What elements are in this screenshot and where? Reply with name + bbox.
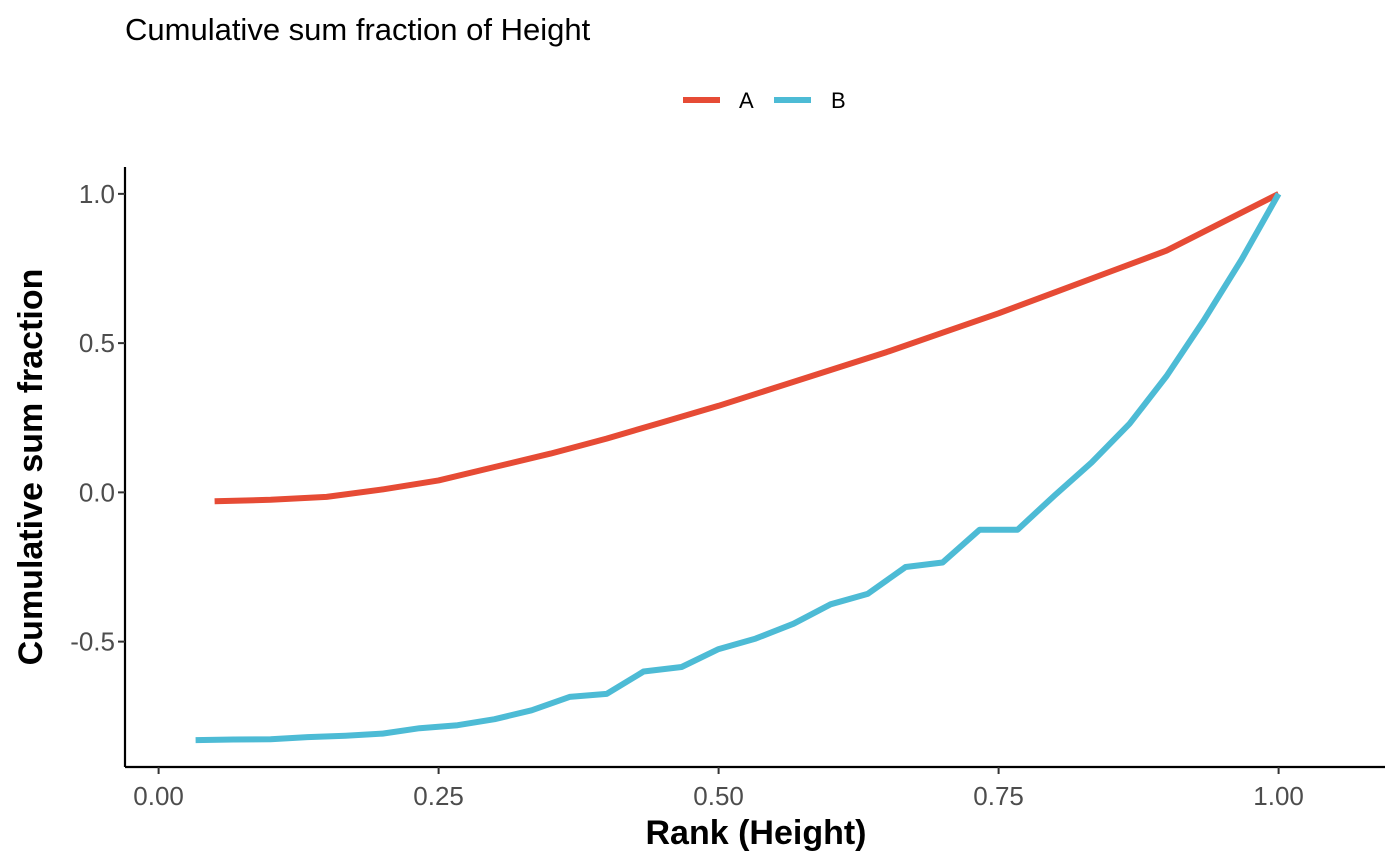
x-tick-label: 0.75	[973, 781, 1024, 811]
legend-label-a: A	[739, 88, 754, 113]
y-tick-label: 0.0	[79, 477, 115, 507]
y-axis-title: Cumulative sum fraction	[12, 269, 50, 666]
chart-title: Cumulative sum fraction of Height	[125, 12, 591, 47]
x-axis-title: Rank (Height)	[646, 814, 867, 852]
series-layer	[196, 194, 1279, 740]
x-tick-label: 0.50	[693, 781, 744, 811]
legend: A B	[683, 88, 846, 113]
y-axis-ticks: 1.0 0.5 0.0 -0.5	[70, 179, 125, 657]
y-tick-label: 0.5	[79, 328, 115, 358]
x-axis-ticks: 0.00 0.25 0.50 0.75 1.00	[133, 767, 1304, 811]
y-tick-label: -0.5	[70, 627, 115, 657]
y-tick-label: 1.0	[79, 179, 115, 209]
x-tick-label: 1.00	[1253, 781, 1304, 811]
x-tick-label: 0.25	[413, 781, 464, 811]
legend-label-b: B	[831, 88, 846, 113]
series-line-b	[196, 194, 1279, 740]
series-line-a	[215, 194, 1279, 501]
x-tick-label: 0.00	[133, 781, 184, 811]
